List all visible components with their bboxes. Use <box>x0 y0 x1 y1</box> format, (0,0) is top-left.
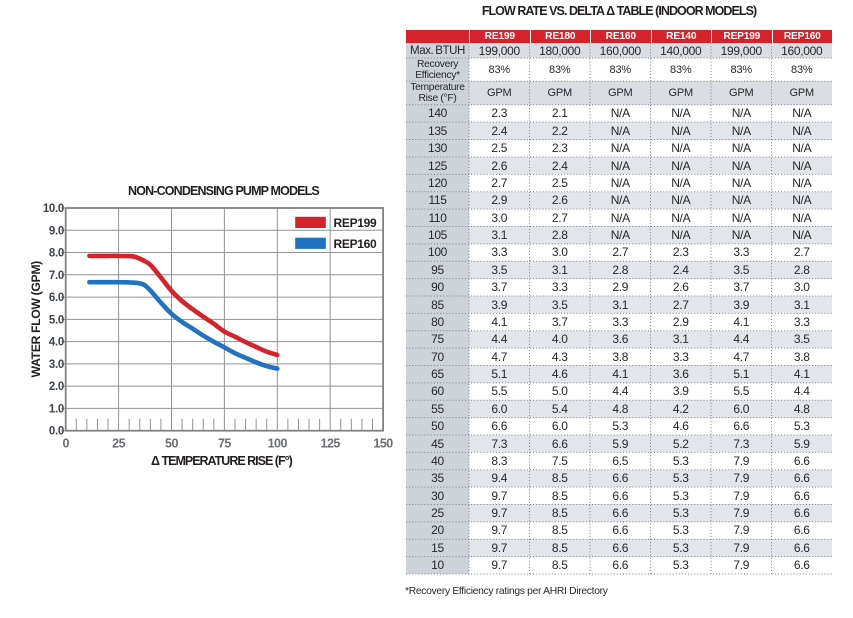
svg-text:8.0: 8.0 <box>49 248 64 260</box>
svg-text:0.0: 0.0 <box>49 426 64 438</box>
svg-text:3.0: 3.0 <box>49 359 64 371</box>
svg-text:25: 25 <box>112 437 125 451</box>
svg-text:125: 125 <box>321 437 341 451</box>
svg-text:4.0: 4.0 <box>49 337 64 349</box>
svg-text:REP199: REP199 <box>334 216 378 230</box>
svg-text:WATER FLOW (GPM): WATER FLOW (GPM) <box>29 261 43 378</box>
svg-text:2.0: 2.0 <box>49 381 64 393</box>
svg-text:7.0: 7.0 <box>49 270 64 282</box>
svg-text:9.0: 9.0 <box>49 225 64 237</box>
svg-text:0: 0 <box>62 437 69 451</box>
svg-text:50: 50 <box>165 437 178 451</box>
svg-text:100: 100 <box>268 437 288 451</box>
svg-text:5.0: 5.0 <box>49 314 64 326</box>
svg-text:1.0: 1.0 <box>49 403 64 415</box>
svg-text:10.0: 10.0 <box>43 203 64 215</box>
svg-text:75: 75 <box>218 437 231 451</box>
svg-text:150: 150 <box>373 437 393 451</box>
svg-text:REP160: REP160 <box>334 237 378 251</box>
svg-text:6.0: 6.0 <box>49 292 64 304</box>
svg-text:Δ TEMPERATURE RISE (F°): Δ TEMPERATURE RISE (F°) <box>151 454 293 468</box>
